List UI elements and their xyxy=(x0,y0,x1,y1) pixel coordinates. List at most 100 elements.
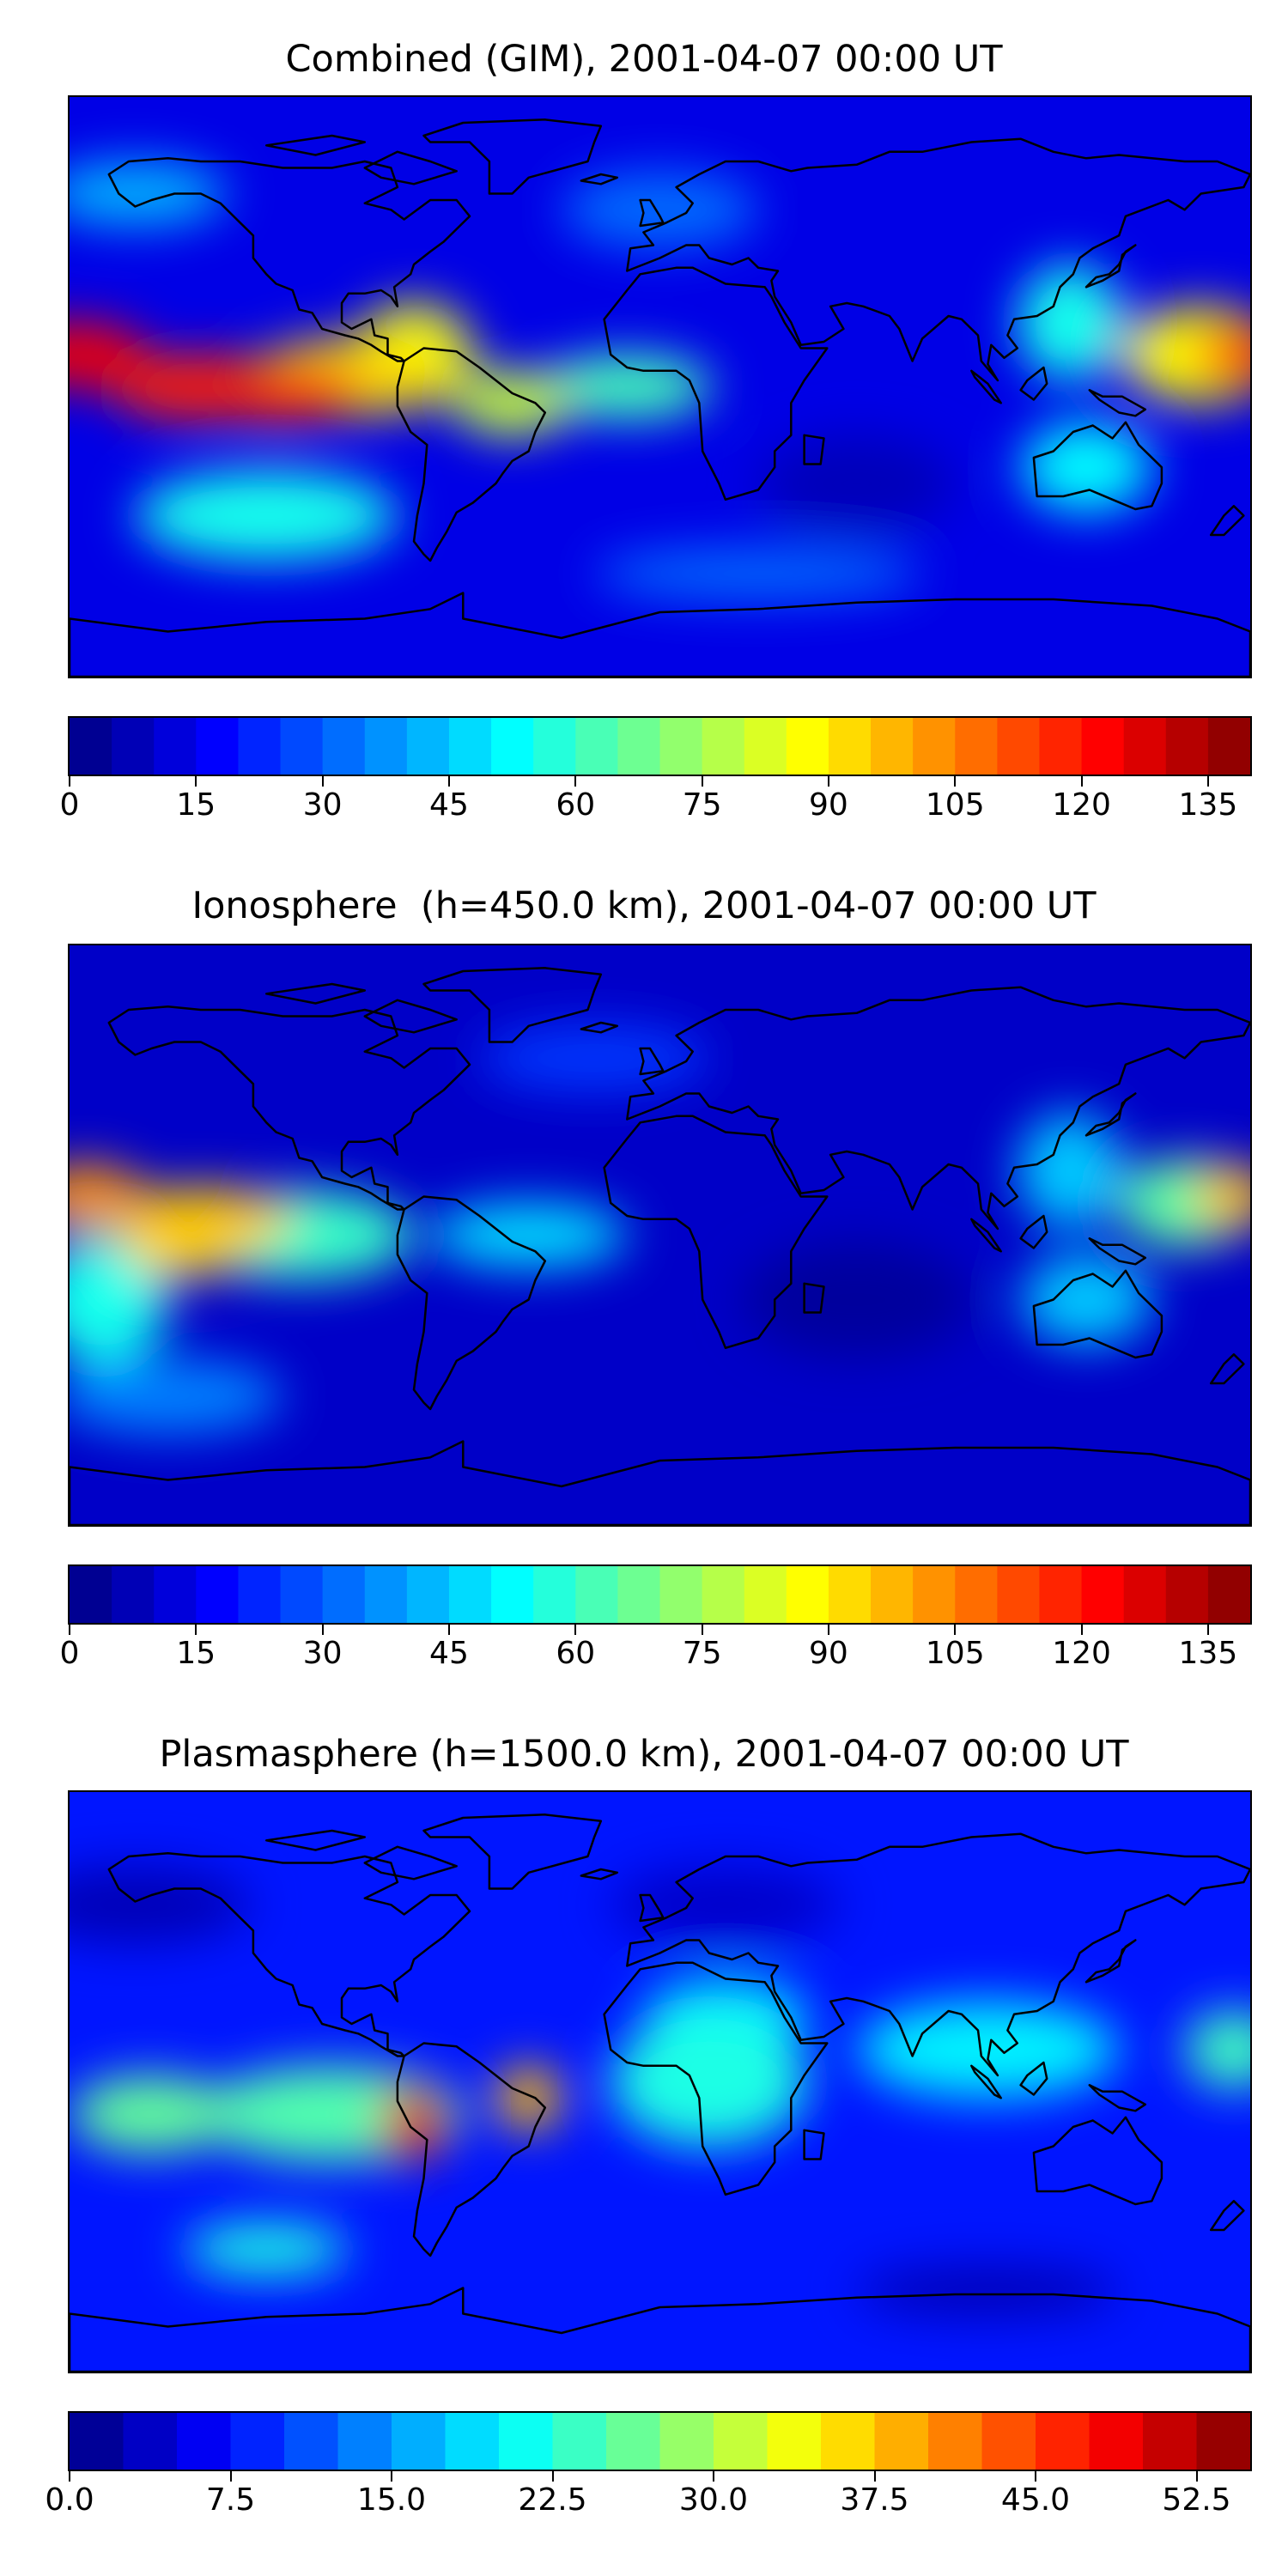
colorbar-tick-label: 0.0 xyxy=(45,2482,94,2518)
heatmap-hotspot xyxy=(758,434,956,532)
colorbar-tick-label: 135 xyxy=(1178,787,1238,823)
colorbar-tick xyxy=(574,776,577,787)
coastline xyxy=(422,1814,603,1890)
colorbar-swatch xyxy=(1123,718,1167,775)
colorbar-swatch xyxy=(786,718,829,775)
coastlines xyxy=(70,1814,1250,2372)
panel-1-map xyxy=(68,95,1252,678)
coastline xyxy=(396,347,547,562)
colorbar-swatch xyxy=(406,718,450,775)
panel-2-colorbar xyxy=(68,1564,1252,1625)
colorbar-swatch xyxy=(575,718,618,775)
heatmap-hotspot xyxy=(70,1358,283,1435)
colorbar-tick-label: 90 xyxy=(809,1636,848,1671)
heatmap-hotspot xyxy=(108,1187,293,1252)
colorbar-tick xyxy=(321,1625,324,1635)
coastline xyxy=(1088,389,1147,417)
colorbar-swatch xyxy=(448,718,492,775)
colorbar-tick xyxy=(321,776,324,787)
colorbar-tick-label: 105 xyxy=(925,1636,985,1671)
colorbar-tick xyxy=(229,2471,232,2482)
colorbar-swatch xyxy=(955,1566,998,1623)
coastline xyxy=(1084,1092,1137,1137)
colorbar-swatch xyxy=(997,718,1041,775)
colorbar-tick-label: 37.5 xyxy=(840,2482,909,2518)
coastline xyxy=(264,982,367,1005)
colorbar-tick xyxy=(1206,776,1209,787)
colorbar-tick-label: 60 xyxy=(556,787,596,823)
colorbar-swatch xyxy=(322,1566,366,1623)
colorbar-tick-label: 15 xyxy=(176,1636,216,1671)
coastline xyxy=(803,2129,825,2160)
coastline xyxy=(1084,1939,1137,1984)
colorbar-swatch xyxy=(955,718,998,775)
colorbar-swatch xyxy=(606,2413,661,2470)
heatmap-hotspot xyxy=(611,1866,841,1944)
colorbar-swatch xyxy=(702,1566,745,1623)
colorbar-swatch xyxy=(767,2413,822,2470)
panel-3-heatmap xyxy=(70,1792,1250,2372)
colorbar-swatch xyxy=(821,2413,876,2470)
colorbar-swatch xyxy=(1039,1566,1083,1623)
colorbar-swatch xyxy=(445,2413,500,2470)
colorbar-tick-label: 135 xyxy=(1178,1636,1238,1671)
heatmap-hotspot xyxy=(856,2265,1120,2318)
colorbar-swatch xyxy=(659,2413,714,2470)
panel-2-map xyxy=(68,944,1252,1527)
coastline xyxy=(1088,2084,1147,2112)
coastline xyxy=(107,157,471,362)
colorbar-swatch xyxy=(364,1566,408,1623)
colorbar-swatch xyxy=(280,718,324,775)
colorbar-swatch xyxy=(154,1566,197,1623)
coastline xyxy=(264,134,367,156)
colorbar-swatch xyxy=(871,718,914,775)
coastline xyxy=(639,1893,665,1923)
coastline xyxy=(396,1195,547,1411)
colorbar-tick xyxy=(447,776,450,787)
panel-1-colorbar-swatches xyxy=(70,718,1250,775)
colorbar-tick-label: 45 xyxy=(429,1636,469,1671)
coastline xyxy=(396,2042,547,2257)
colorbar-swatch xyxy=(981,2413,1036,2470)
panel-1-colorbar xyxy=(68,716,1252,776)
colorbar-swatch xyxy=(70,2413,125,2470)
colorbar-tick xyxy=(574,1625,577,1635)
heatmap-hotspot xyxy=(611,2017,808,2147)
colorbar-tick xyxy=(713,2471,714,2482)
colorbar-tick xyxy=(195,1625,197,1635)
heatmap-hotspot xyxy=(70,322,149,387)
colorbar-swatch xyxy=(196,1566,240,1623)
colorbar-swatch xyxy=(123,2413,178,2470)
colorbar-tick xyxy=(701,1625,703,1635)
coastline xyxy=(970,1218,1002,1253)
colorbar-swatch xyxy=(828,718,872,775)
coastline xyxy=(580,1021,619,1034)
colorbar-tick-label: 30.0 xyxy=(678,2482,749,2518)
colorbar-swatch xyxy=(997,1566,1041,1623)
coastline xyxy=(603,266,829,501)
coastline xyxy=(422,967,603,1043)
heatmap-hotspot xyxy=(70,2075,234,2153)
heatmap-hotspot xyxy=(70,161,228,226)
colorbar-swatch xyxy=(1123,1566,1167,1623)
colorbar-tick xyxy=(1035,2471,1036,2482)
colorbar-tick-label: 45 xyxy=(429,787,469,823)
panel-2-colorbar-swatches xyxy=(70,1566,1250,1623)
colorbar-swatch xyxy=(874,2413,929,2470)
colorbar-swatch xyxy=(1165,1566,1209,1623)
heatmap-hotspot xyxy=(108,355,293,419)
colorbar-tick-label: 90 xyxy=(809,787,848,823)
heatmap-hotspot xyxy=(1017,264,1123,380)
colorbar-tick xyxy=(1195,2471,1198,2482)
colorbar-swatch xyxy=(533,718,576,775)
coastline xyxy=(970,2064,1002,2099)
heatmap-hotspot xyxy=(856,2001,1120,2099)
heatmap-hotspot xyxy=(1020,1255,1152,1345)
coastline xyxy=(70,1440,1250,1525)
colorbar-swatch xyxy=(112,718,155,775)
coastline xyxy=(639,198,665,228)
panel-1-title: Combined (GIM), 2001-04-07 00:00 UT xyxy=(285,38,1003,81)
coastline xyxy=(639,1047,665,1076)
coastline xyxy=(363,1845,458,1880)
colorbar-tick-label: 15 xyxy=(176,787,216,823)
